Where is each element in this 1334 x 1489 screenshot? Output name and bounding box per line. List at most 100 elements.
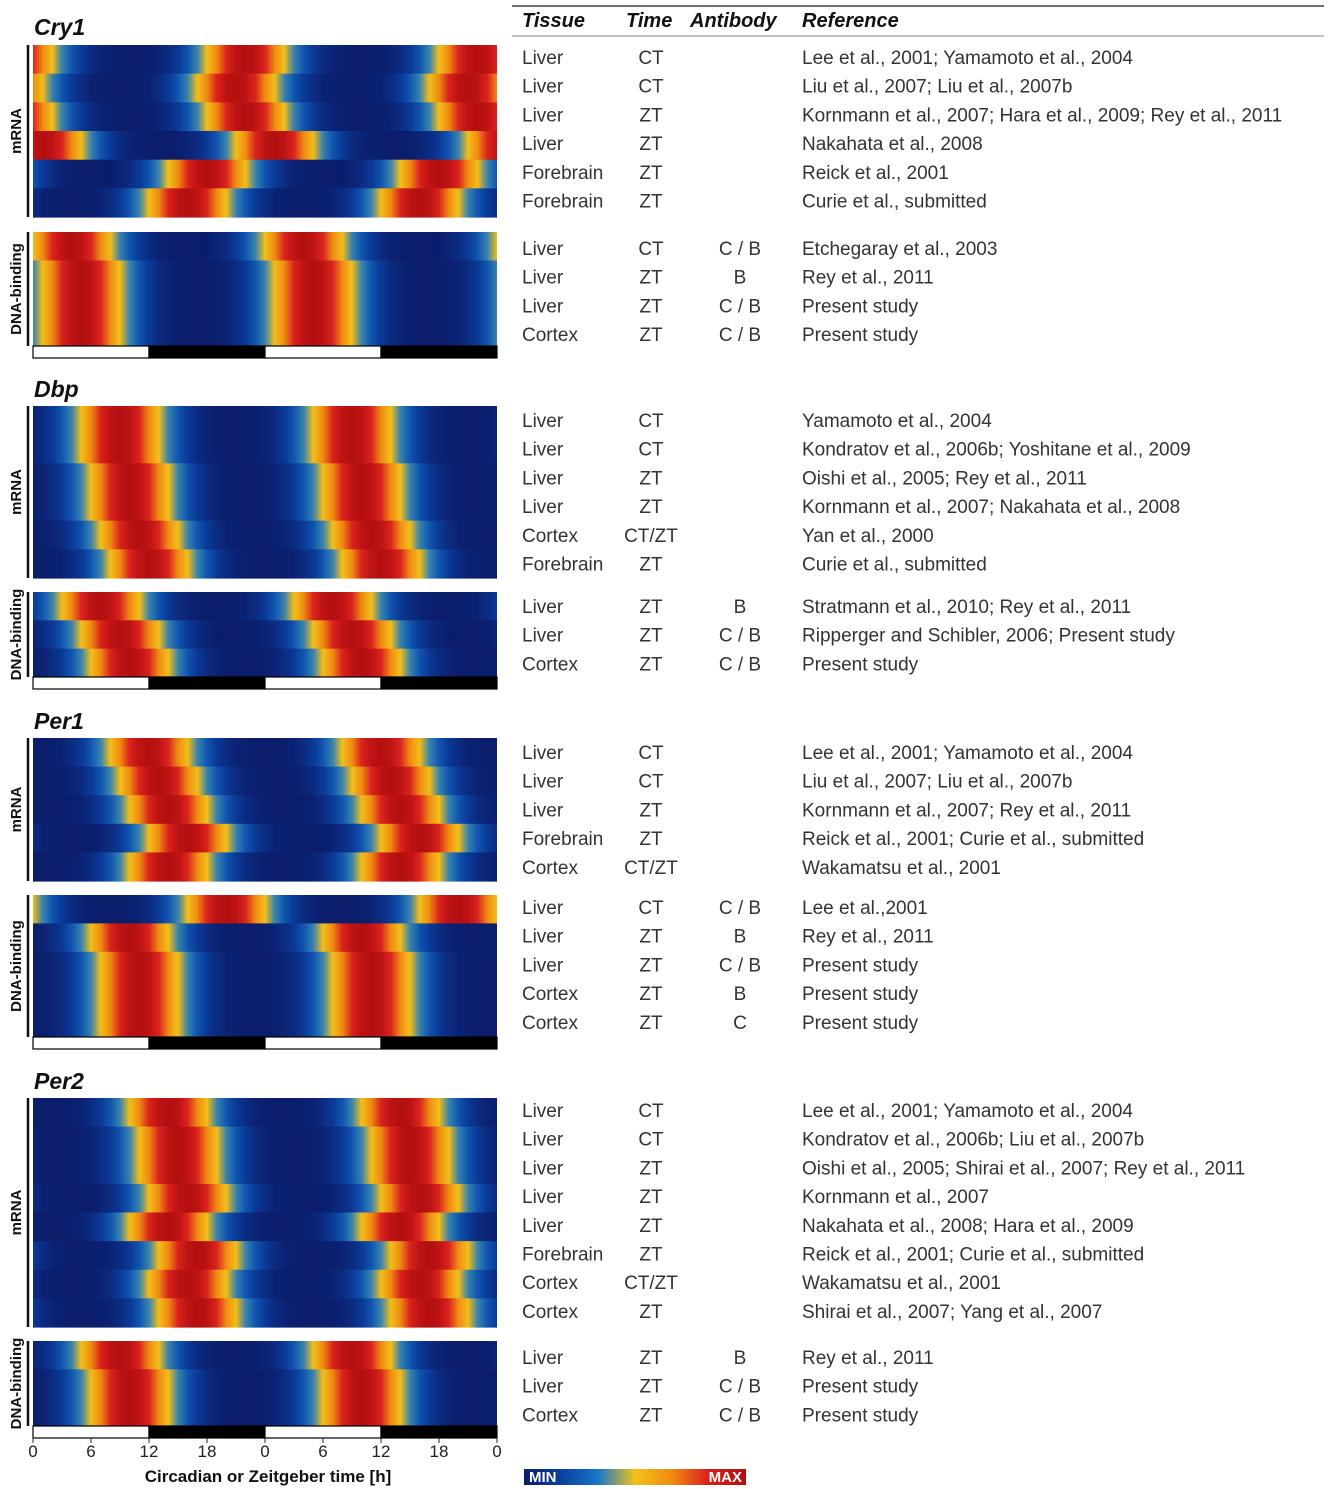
header-antibody: Antibody <box>689 10 778 32</box>
heatmap-row-dna <box>33 289 497 319</box>
x-axis-title: Circadian or Zeitgeber time [h] <box>145 1467 392 1486</box>
cell-tissue: Liver <box>522 1130 564 1151</box>
legend-gradient-bar <box>524 1469 746 1485</box>
light-phase-segment <box>264 676 382 690</box>
dark-phase-segment <box>380 345 498 359</box>
cell-tissue: Liver <box>522 48 564 69</box>
cell-tissue: Liver <box>522 497 564 518</box>
cell-antibody: C / B <box>719 898 761 919</box>
cell-time: ZT <box>639 192 663 213</box>
light-phase-segment <box>264 345 382 359</box>
cell-reference: Curie et al., submitted <box>802 555 987 576</box>
table-header: Tissue Time Antibody Reference <box>512 5 1324 37</box>
x-tick-label: 0 <box>28 1442 37 1461</box>
cell-tissue: Cortex <box>522 1405 578 1426</box>
heatmap-row-mrna <box>33 73 497 103</box>
heatmap-row-dna <box>33 1008 497 1038</box>
cell-reference: Present study <box>802 1405 919 1426</box>
cell-tissue: Liver <box>522 440 564 461</box>
dark-phase-segment <box>148 1036 266 1050</box>
cell-reference: Kornmann et al., 2007; Nakahata et al., … <box>802 497 1180 518</box>
cell-antibody: B <box>734 597 747 618</box>
cell-tissue: Liver <box>522 1348 564 1369</box>
light-phase-segment <box>264 1425 382 1439</box>
heatmap-row-mrna <box>33 1183 497 1214</box>
x-tick-label: 6 <box>86 1442 95 1461</box>
cell-time: ZT <box>639 1187 663 1208</box>
dark-phase-segment <box>148 345 266 359</box>
cell-time: ZT <box>639 1245 663 1266</box>
mrna-group-label: mRNA <box>8 1189 25 1235</box>
cell-time: CT <box>638 772 664 793</box>
cell-time: ZT <box>639 163 663 184</box>
cell-tissue: Liver <box>522 597 564 618</box>
cell-tissue: Liver <box>522 411 564 432</box>
cell-antibody: C <box>733 1013 747 1034</box>
cell-time: ZT <box>639 800 663 821</box>
heatmap-row-dna <box>33 317 497 347</box>
heatmap-row-mrna <box>33 1212 497 1242</box>
heatmap-row-mrna <box>33 159 497 189</box>
light-phase-segment <box>32 1036 150 1050</box>
dna-binding-group-label: DNA-binding <box>8 243 25 335</box>
cell-time: ZT <box>639 597 663 618</box>
cell-antibody: C / B <box>719 626 761 647</box>
cell-tissue: Forebrain <box>522 163 603 184</box>
heatmap-row-mrna <box>33 492 497 522</box>
cell-reference: Yamamoto et al., 2004 <box>802 411 992 432</box>
cell-time: CT/ZT <box>624 858 678 879</box>
cell-reference: Reick et al., 2001; Curie et al., submit… <box>802 1245 1144 1266</box>
cell-reference: Curie et al., submitted <box>802 192 987 213</box>
cell-reference: Stratmann et al., 2010; Rey et al., 2011 <box>802 597 1131 618</box>
cell-reference: Lee et al., 2001; Yamamoto et al., 2004 <box>802 1101 1133 1122</box>
cell-time: ZT <box>639 1216 663 1237</box>
cell-tissue: Liver <box>522 1377 564 1398</box>
cell-time: CT <box>638 77 664 98</box>
mrna-group-label: mRNA <box>8 786 25 832</box>
cell-time: ZT <box>639 268 663 289</box>
heatmap-row-mrna <box>33 1241 497 1271</box>
cell-reference: Kornmann et al., 2007; Rey et al., 2011 <box>802 800 1131 821</box>
cell-reference: Oishi et al., 2005; Rey et al., 2011 <box>802 468 1087 489</box>
panel-cry1: Cry1 mRNA DNA-binding Liver CT Lee et al., 20… <box>8 14 1282 359</box>
cell-reference: Wakamatsu et al., 2001 <box>802 1273 1001 1294</box>
cell-reference: Kondratov et al., 2006b; Liu et al., 200… <box>802 1130 1144 1151</box>
cell-reference: Reick et al., 2001; Curie et al., submit… <box>802 829 1144 850</box>
dark-phase-segment <box>148 1425 266 1439</box>
panel-per2: Per2 mRNA DNA-binding Liver CT Lee et al., 20… <box>8 1068 1245 1439</box>
x-tick-label: 0 <box>492 1442 501 1461</box>
heatmap-row-mrna <box>33 1155 497 1185</box>
cell-tissue: Forebrain <box>522 829 603 850</box>
x-tick-label: 18 <box>430 1442 449 1461</box>
mrna-group-label: mRNA <box>8 469 25 515</box>
heatmap-row-mrna <box>33 1126 497 1156</box>
heatmap-row-mrna <box>33 520 497 550</box>
gene-title: Dbp <box>34 376 79 402</box>
heatmap-row-mrna <box>33 823 497 853</box>
heatmap-row-dna <box>33 260 497 290</box>
cell-reference: Kornmann et al., 2007 <box>802 1187 989 1208</box>
heatmap-row-dna <box>33 620 497 650</box>
heatmap-row-mrna <box>33 45 497 75</box>
legend-max-label: MAX <box>709 1469 742 1486</box>
cell-time: ZT <box>639 134 663 155</box>
cell-tissue: Liver <box>522 1158 564 1179</box>
cell-reference: Present study <box>802 325 919 346</box>
cell-time: ZT <box>639 468 663 489</box>
cell-time: ZT <box>639 626 663 647</box>
cell-time: ZT <box>639 1013 663 1034</box>
cell-time: ZT <box>639 1405 663 1426</box>
cell-reference: Lee et al., 2001; Yamamoto et al., 2004 <box>802 743 1133 764</box>
gene-title: Per2 <box>34 1068 84 1094</box>
header-reference: Reference <box>802 10 899 32</box>
x-tick-label: 0 <box>260 1442 269 1461</box>
x-tick-label: 6 <box>318 1442 327 1461</box>
panel-dbp: Dbp mRNA DNA-binding Liver CT Yamamoto et al.… <box>8 376 1191 690</box>
cell-reference: Ripperger and Schibler, 2006; Present st… <box>802 626 1175 647</box>
cell-antibody: C / B <box>719 325 761 346</box>
cell-time: ZT <box>639 1302 663 1323</box>
heatmap-row-mrna <box>33 406 497 436</box>
heatmap-row-mrna <box>33 549 497 579</box>
cell-reference: Lee et al.,2001 <box>802 898 928 919</box>
